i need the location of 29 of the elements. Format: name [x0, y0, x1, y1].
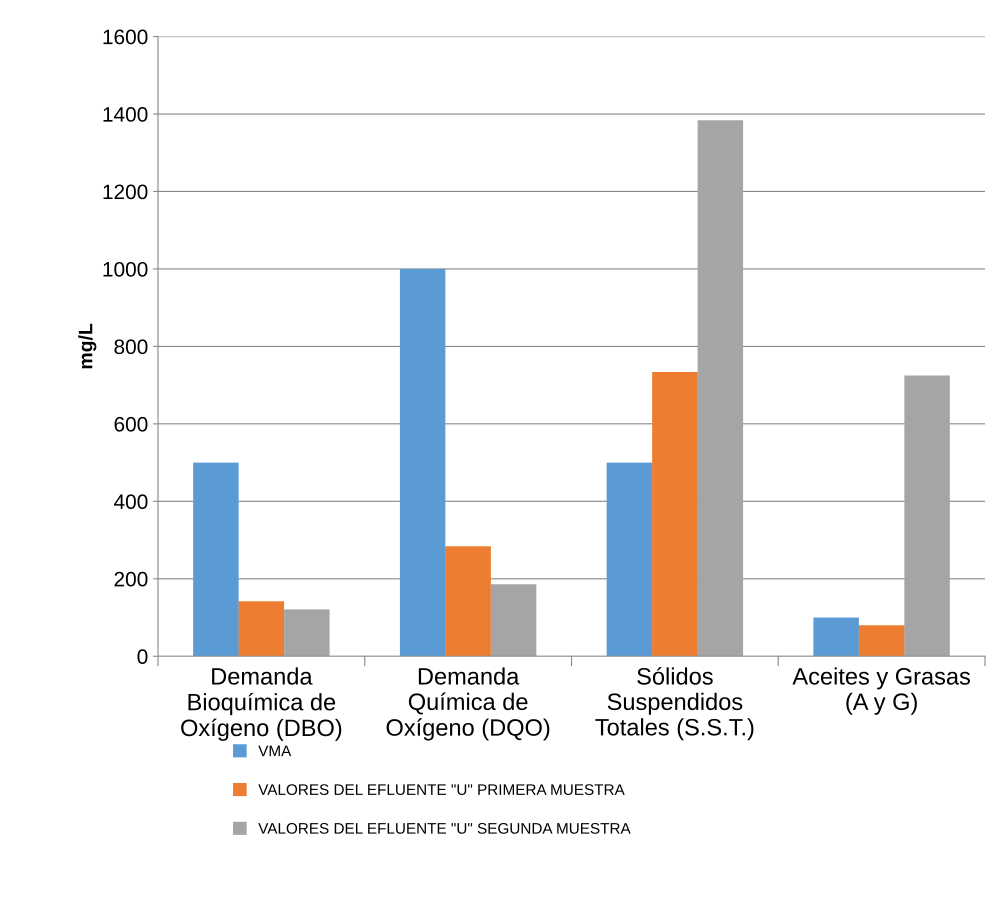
y-tick-label: 200 — [114, 572, 148, 587]
y-tick-label: 0 — [138, 649, 148, 664]
bar — [284, 609, 330, 656]
bar — [813, 618, 859, 656]
y-tick-label: 800 — [114, 339, 148, 354]
legend-label: VALORES DEL EFLUENTE "U" SEGUNDA MUESTRA — [258, 822, 631, 834]
bar — [193, 462, 239, 656]
bar — [445, 546, 491, 656]
bar — [490, 584, 536, 656]
y-tick-label: 400 — [114, 494, 148, 510]
y-axis-title: mg/L — [78, 324, 96, 368]
x-tick-label: Demanda Química de Oxígeno (DQO) — [386, 667, 550, 741]
x-tick-label: Sólidos Suspendidos Totales (S.S.T.) — [595, 667, 754, 740]
bar — [652, 372, 698, 656]
bar — [904, 375, 950, 656]
legend-label: VMA — [258, 746, 292, 756]
y-tick-label: 1400 — [104, 107, 148, 122]
y-tick-label: 600 — [114, 416, 148, 432]
bar — [606, 462, 652, 656]
x-tick-label: Demanda Bioquímica de Oxígeno (DBO) — [181, 667, 342, 741]
legend-label: VALORES DEL EFLUENTE "U" PRIMERA MUESTRA — [258, 784, 625, 796]
bar — [400, 268, 446, 656]
y-tick-label: 1600 — [104, 30, 148, 44]
bar — [858, 625, 904, 656]
x-tick-label: Aceites y Grasas (A y G) — [792, 667, 970, 715]
y-tick-label: 1000 — [104, 262, 148, 277]
bar — [238, 601, 284, 656]
y-tick-label: 1200 — [104, 184, 148, 200]
bar — [698, 120, 744, 656]
